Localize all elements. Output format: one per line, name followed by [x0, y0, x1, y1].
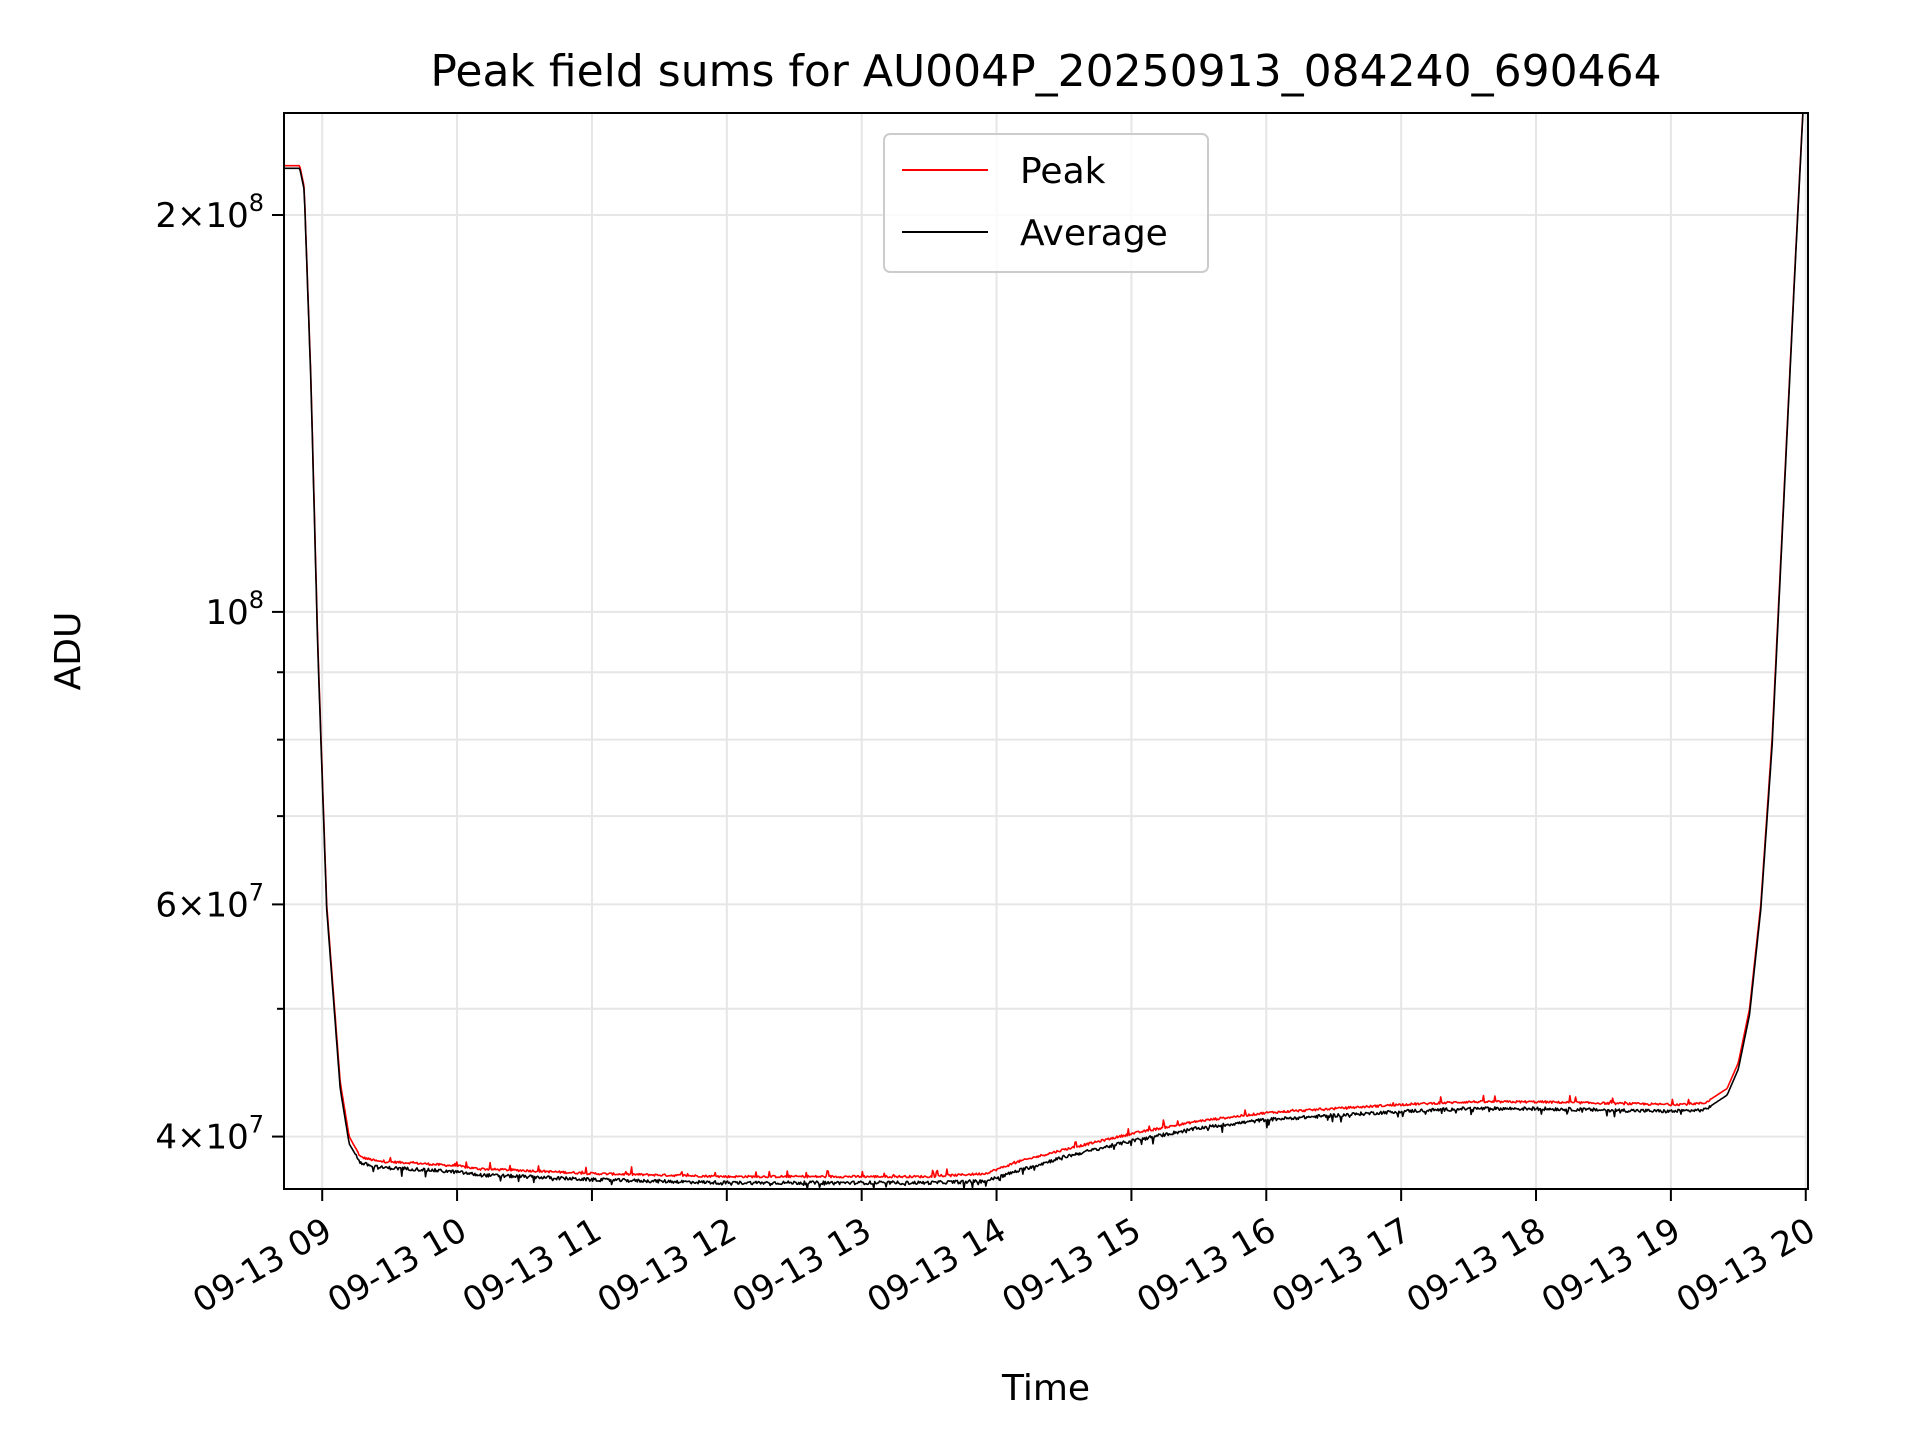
series-line-average	[284, 113, 1804, 1189]
series-line-peak	[284, 113, 1804, 1179]
x-axis-label: Time	[1001, 1368, 1090, 1409]
y-axis-label: ADU	[48, 612, 89, 691]
y-tick-label: 6×107	[155, 878, 264, 925]
y-tick-label: 108	[205, 586, 264, 633]
legend-box	[883, 133, 1209, 273]
legend-label-average: Average	[1020, 213, 1168, 254]
y-axis: 2×108 108 6×107 4×107	[155, 189, 284, 1158]
y-tick-label: 2×108	[155, 189, 264, 236]
legend: Peak Average	[883, 133, 1209, 273]
legend-label-peak: Peak	[1020, 151, 1106, 192]
y-tick-label: 4×107	[155, 1111, 264, 1158]
grid	[284, 113, 1808, 1189]
series-layer	[284, 113, 1804, 1189]
plot-frame	[283, 112, 1809, 1190]
chart-title: Peak field sums for AU004P_20250913_0842…	[430, 46, 1661, 97]
